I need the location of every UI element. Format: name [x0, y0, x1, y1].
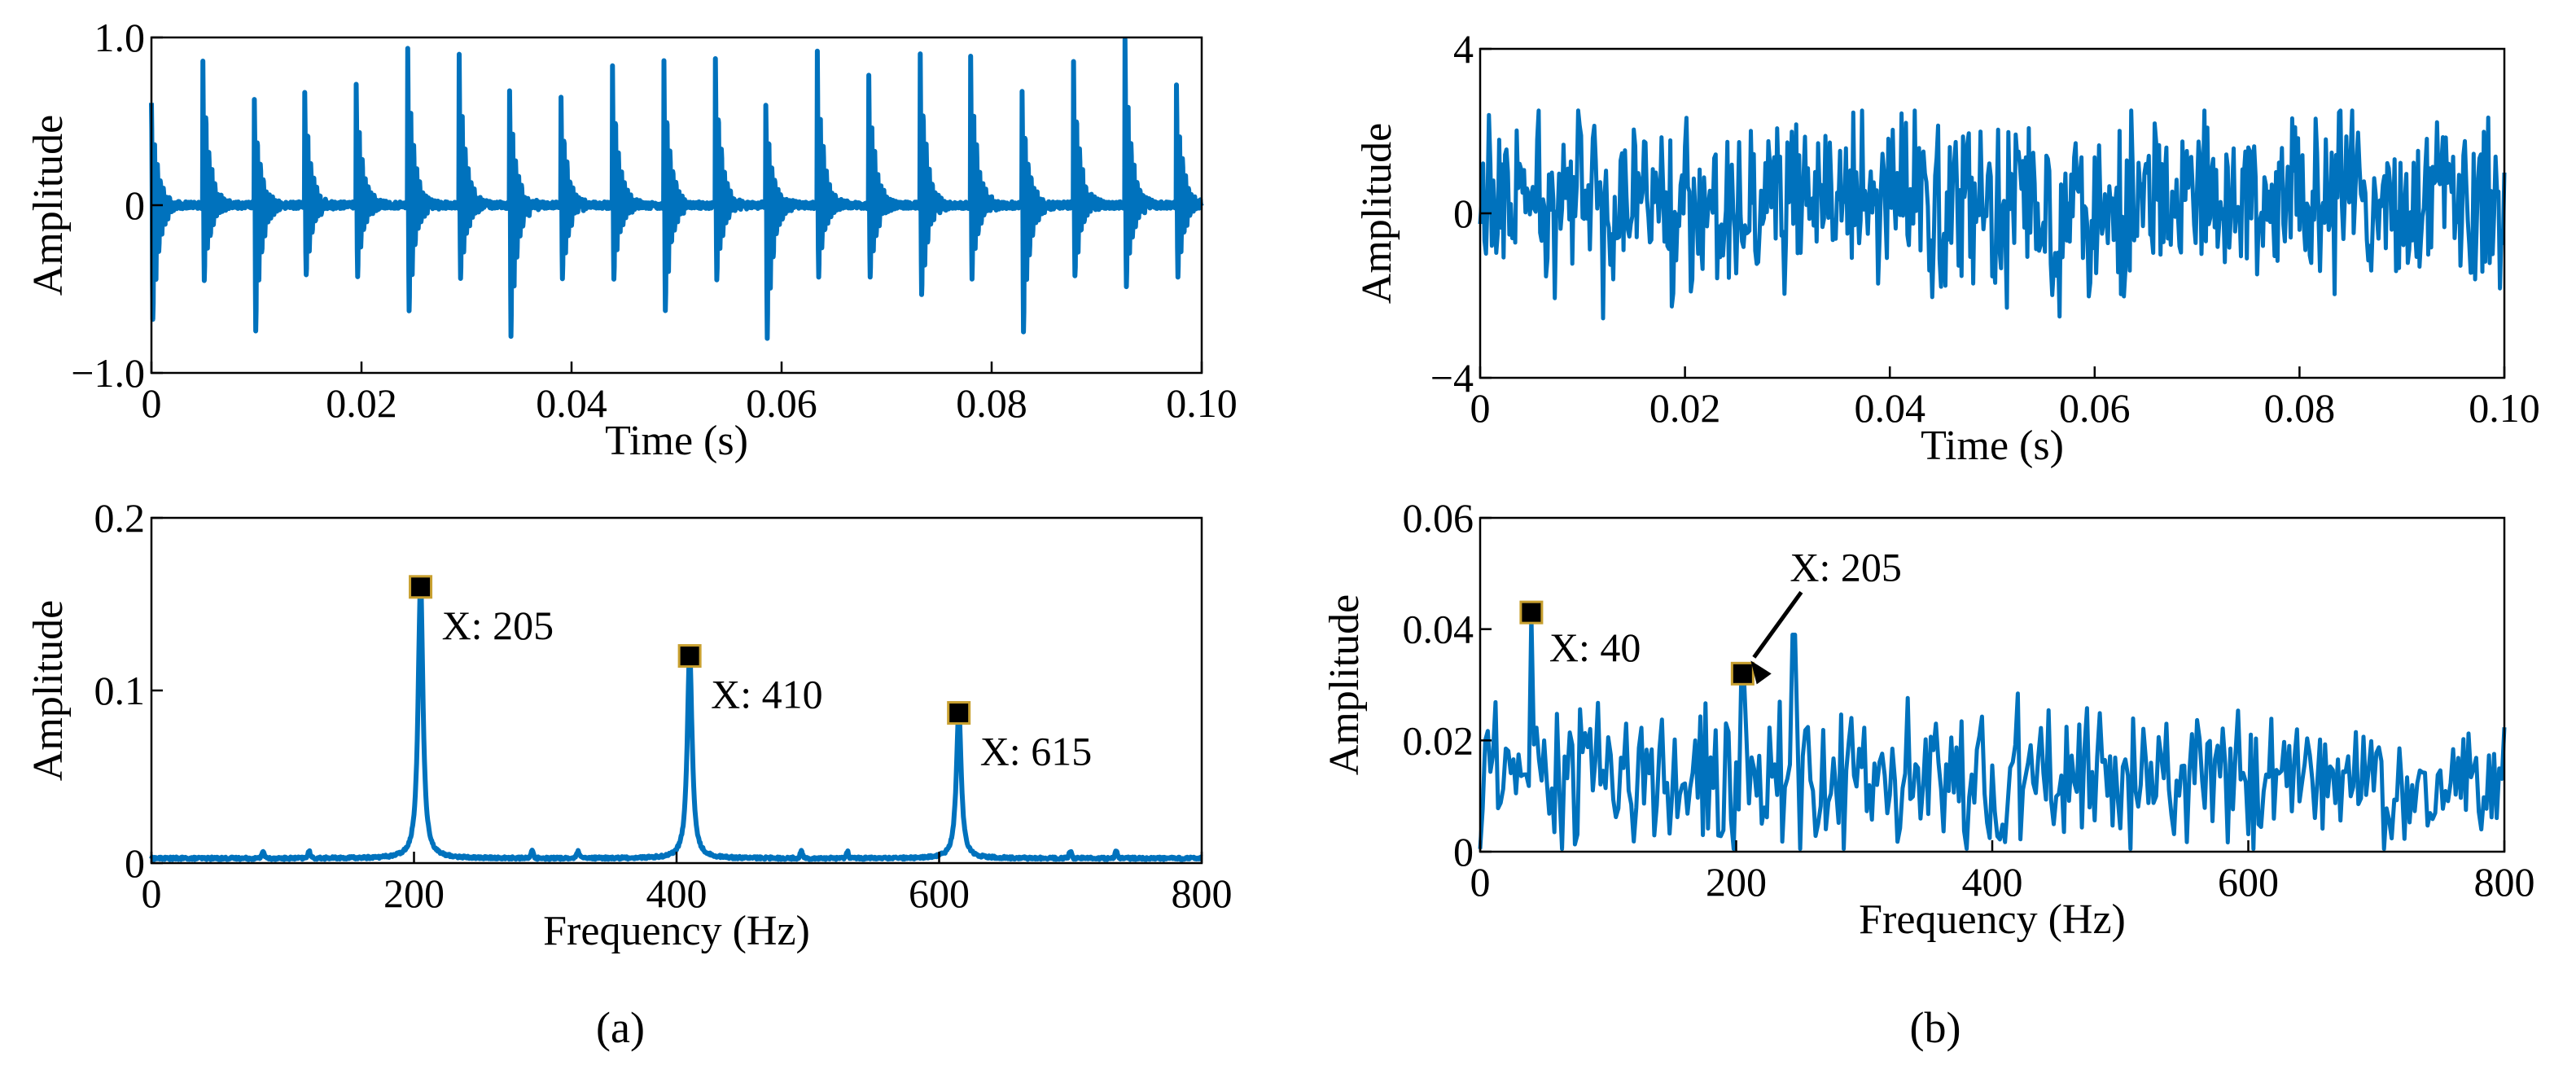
annotation-arrowhead [1750, 660, 1772, 685]
x-tick-label: 0 [142, 380, 162, 426]
y-tick-label: 0.06 [1403, 495, 1474, 541]
x-tick-label: 0.02 [1649, 385, 1721, 431]
panel-label-a: (a) [596, 1003, 645, 1052]
data-tip-marker-b-spectrum-1 [1730, 661, 1755, 686]
x-tick-label: 0.06 [2059, 385, 2131, 431]
x-tick-label: 0.08 [956, 380, 1027, 426]
x-tick-label: 0.06 [746, 380, 817, 426]
y-tick-label: −4 [1430, 355, 1474, 401]
y-tick-label: 0.1 [94, 668, 146, 713]
x-tick-label: 800 [1172, 870, 1233, 916]
x-tick-label: 600 [909, 870, 970, 916]
series-line-b-time [1478, 108, 2507, 321]
chart-b-spectrum: 0 200 400 600 800 0 0.02 0.04 0.06 Frequency (Hz)… [1321, 495, 2535, 943]
x-tick-label: 200 [1706, 859, 1767, 905]
x-tick-label: 0.08 [2264, 385, 2336, 431]
y-tick-label: 1.0 [94, 15, 146, 60]
series-line-a-time [149, 37, 1204, 341]
x-tick-label: 200 [383, 870, 445, 916]
y-axis-label: Amplitude [1321, 594, 1368, 775]
series-line-b-spectrum [1478, 610, 2507, 852]
x-axis-label: Time (s) [605, 418, 748, 464]
data-tip-marker-b-spectrum-0 [1519, 600, 1544, 625]
y-tick-label: 0 [125, 182, 145, 228]
x-tick-label: 0.10 [2469, 385, 2540, 431]
y-tick-label: 0.04 [1403, 607, 1474, 652]
data-tip-marker-a-spectrum-0 [409, 575, 433, 599]
x-tick-label: 0.02 [326, 380, 397, 426]
x-tick-label: 0.10 [1166, 380, 1238, 426]
annotation-label: X: 40 [1549, 625, 1641, 670]
annotation-arrow [1752, 590, 1803, 659]
x-tick-label: 800 [2474, 859, 2535, 905]
y-tick-label: 0 [1453, 829, 1474, 874]
x-tick-label: 0.04 [1854, 385, 1925, 431]
x-tick-label: 0.04 [536, 380, 607, 426]
x-axis-label: Frequency (Hz) [543, 908, 810, 954]
axes-frame-a-spectrum [150, 516, 1203, 865]
x-tick-label: 400 [646, 870, 708, 916]
annotation-label: X: 615 [980, 729, 1093, 774]
y-tick-label: 4 [1453, 26, 1474, 72]
y-axis-label: Amplitude [1354, 123, 1400, 304]
y-tick-label: −1.0 [71, 350, 145, 396]
chart-a-spectrum: 0 200 400 600 800 0 0.1 0.2 Frequency (Hz) Amplit… [25, 495, 1233, 954]
panel-label-b: (b) [1910, 1003, 1961, 1052]
y-tick-label: 0 [125, 840, 145, 886]
data-tip-marker-a-spectrum-2 [947, 701, 971, 725]
x-axis-label: Frequency (Hz) [1859, 896, 2126, 943]
x-tick-label: 600 [2218, 859, 2279, 905]
x-axis-label: Time (s) [1921, 423, 2064, 469]
series-line-a-spectrum [149, 579, 1204, 862]
x-tick-label: 0 [142, 870, 162, 916]
y-tick-label: 0.02 [1403, 717, 1474, 763]
data-tip-marker-a-spectrum-1 [677, 644, 702, 668]
annotation-label: X: 205 [442, 603, 554, 648]
y-axis-label: Amplitude [25, 600, 72, 781]
x-tick-label: 0 [1470, 385, 1491, 431]
y-tick-label: 0.2 [94, 495, 146, 541]
annotation-label: X: 410 [711, 672, 823, 717]
x-tick-label: 400 [1962, 859, 2023, 905]
y-axis-label: Amplitude [25, 115, 72, 296]
x-tick-label: 0 [1470, 859, 1491, 905]
y-tick-label: 0 [1453, 191, 1474, 236]
annotation-label: X: 205 [1790, 544, 1902, 590]
